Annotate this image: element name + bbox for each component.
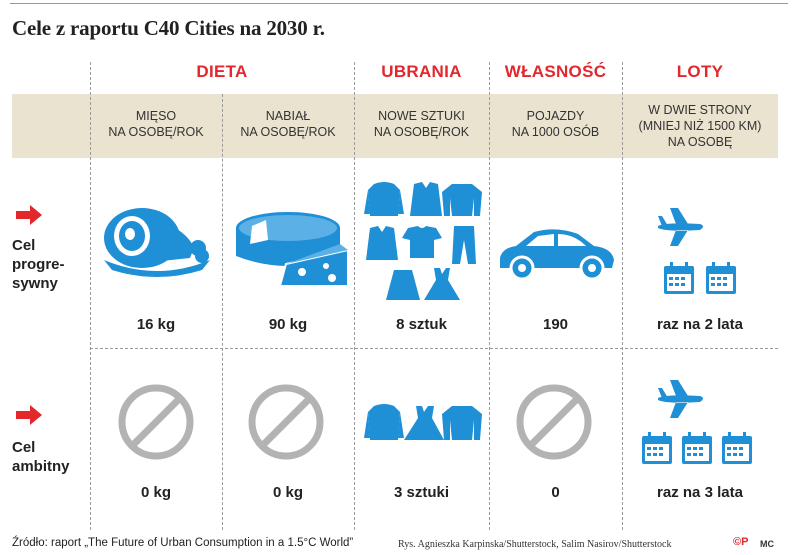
arrow-right-icon: [16, 205, 42, 225]
row-label-ambitny: Cel ambitny: [12, 439, 70, 475]
airplane-icon: [658, 380, 703, 418]
prohibited-icon: [516, 384, 592, 460]
category-wlasnosc: WŁASNOŚĆ: [504, 62, 607, 81]
author-initials: MC: [760, 539, 774, 549]
source-note: Źródło: raport „The Future of Urban Cons…: [12, 537, 354, 549]
value-pojazdy-progresywny: 190: [542, 316, 569, 333]
divider: [489, 62, 490, 530]
airplane-icon: [658, 208, 703, 246]
column-header-loty: W DWIE STRONY (MNIEJ NIŻ 1500 KM) NA OSOBĘ: [638, 103, 762, 149]
header-band: [12, 94, 778, 158]
prohibited-icon: [118, 384, 194, 460]
divider: [622, 62, 623, 530]
value-ubrania-progresywny: 8 sztuk: [396, 316, 447, 333]
value-loty-ambitny: raz na 3 lata: [657, 484, 743, 501]
row-divider: [90, 348, 778, 349]
category-dieta: DIETA: [196, 62, 248, 81]
prohibited-icon: [248, 384, 324, 460]
calendar-icon: [642, 432, 752, 464]
clothes-icon: [364, 182, 482, 300]
value-loty-progresywny: raz na 2 lata: [657, 316, 743, 333]
clothes-icon: [364, 404, 482, 440]
cheese-icon: [236, 212, 349, 287]
page-title: Cele z raportu C40 Cities na 2030 r.: [12, 16, 325, 40]
column-header-nabial: NABIAŁ NA OSOBĘ/ROK: [240, 109, 336, 139]
column-header-ubrania: NOWE SZTUKI NA OSOBĘ/ROK: [373, 109, 470, 139]
top-rule: [10, 3, 788, 4]
publisher-logo: ©P: [733, 536, 749, 548]
value-pojazdy-ambitny: 0: [551, 484, 560, 501]
ham-icon: [104, 208, 210, 277]
calendar-icon: [664, 262, 736, 294]
value-nabial-ambitny: 0 kg: [272, 484, 303, 501]
value-nabial-progresywny: 90 kg: [268, 316, 308, 333]
row-label-progresywny: Cel progre-sywny: [12, 237, 65, 292]
divider: [90, 62, 91, 530]
category-ubrania: UBRANIA: [381, 62, 462, 81]
column-header-pojazdy: POJAZDY NA 1000 OSÓB: [511, 109, 600, 139]
column-header-mieso: MIĘSO NA OSOBĘ/ROK: [108, 109, 204, 139]
arrow-right-icon: [16, 405, 42, 425]
value-mieso-progresywny: 16 kg: [136, 316, 176, 333]
image-credits: Rys. Agnieszka Karpinska/Shutterstock, S…: [398, 539, 672, 550]
value-ubrania-ambitny: 3 sztuki: [393, 484, 450, 501]
divider: [354, 62, 355, 530]
divider: [222, 94, 223, 530]
category-loty: LOTY: [676, 62, 724, 81]
value-mieso-ambitny: 0 kg: [140, 484, 171, 501]
car-icon: [500, 229, 614, 281]
